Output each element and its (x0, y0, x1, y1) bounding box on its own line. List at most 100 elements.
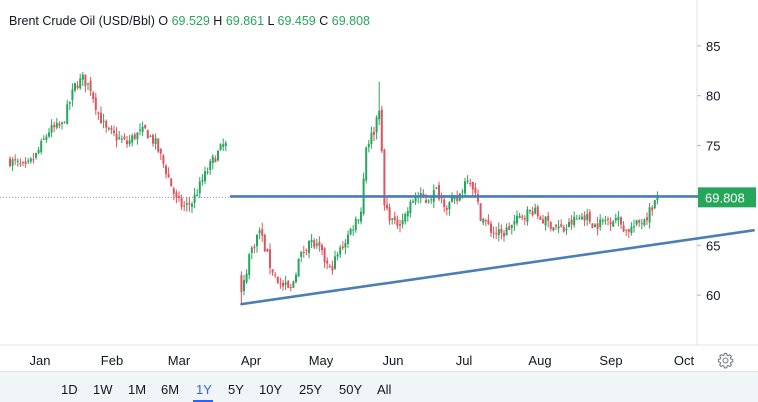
candle-body (175, 192, 178, 198)
candle-body (50, 125, 53, 133)
candle-body (490, 223, 492, 233)
candle-body (29, 158, 32, 162)
candle-body (305, 249, 308, 251)
candle-body (63, 122, 66, 124)
candle-body (89, 80, 92, 92)
candle-body (349, 228, 352, 235)
candle-body (201, 180, 204, 182)
candle-body (464, 181, 466, 194)
candle-body (477, 194, 479, 202)
candle-body (526, 209, 529, 222)
candle-body (414, 196, 417, 202)
candle-body (126, 140, 128, 145)
candle-body (588, 211, 591, 222)
range-25y[interactable]: 25Y (299, 382, 323, 397)
candle-body (622, 225, 625, 232)
range-all[interactable]: All (377, 382, 392, 397)
candle-body (651, 207, 654, 211)
x-tick-label: Mar (168, 353, 191, 368)
candle-body (339, 247, 342, 255)
candle-body (419, 193, 422, 197)
candle-body (152, 135, 154, 144)
candle-body (22, 162, 24, 164)
candle-body (555, 224, 557, 227)
candle-body (253, 246, 256, 248)
candle-body (183, 205, 186, 207)
candle-body (214, 158, 217, 163)
gear-icon[interactable] (717, 352, 734, 369)
candle-body (58, 123, 61, 126)
candle-body (388, 207, 391, 221)
candle-body (412, 201, 414, 203)
candle-body (435, 187, 438, 189)
candle-body (510, 224, 513, 228)
candle-body (157, 138, 160, 152)
range-1y[interactable]: 1Y (196, 382, 212, 397)
candle-body (334, 256, 336, 269)
candle-body (393, 216, 396, 221)
candle-body (209, 161, 212, 171)
range-1m[interactable]: 1M (128, 382, 147, 397)
x-tick-label: Apr (241, 353, 262, 368)
candle-body (81, 74, 84, 80)
candle-body (24, 161, 27, 164)
candle-body (367, 143, 370, 148)
candle-body (539, 216, 542, 220)
candle-body (204, 171, 206, 182)
last-price-tag (698, 187, 756, 208)
last-price-label: 69.808 (705, 190, 745, 205)
candle-body (87, 83, 89, 85)
candle-body (643, 219, 646, 226)
candle-body (102, 120, 105, 122)
price-chart[interactable]: 606570758085JanFebMarAprMayJunJulAugSepO… (0, 0, 758, 371)
candle-body (497, 229, 500, 236)
range-50y[interactable]: 50Y (339, 382, 363, 397)
range-1w[interactable]: 1W (93, 382, 113, 397)
candle-body (484, 220, 487, 222)
candle-body (544, 216, 547, 226)
candle-body (596, 223, 599, 230)
candle-body (321, 245, 323, 251)
candle-body (583, 215, 586, 221)
candle-body (646, 217, 648, 221)
range-10y[interactable]: 10Y (259, 382, 283, 397)
candle-body (638, 220, 641, 223)
candle-body (243, 280, 245, 292)
candle-body (76, 85, 79, 89)
candle-body (401, 219, 404, 225)
candle-body (53, 125, 56, 128)
candle-body (217, 150, 219, 161)
high-value: 69.861 (225, 14, 265, 28)
candle-body (479, 203, 482, 221)
candle-body (341, 246, 344, 249)
candle-body (269, 249, 271, 268)
candle-body (492, 232, 495, 234)
candle-body (534, 207, 537, 214)
range-5y[interactable]: 5Y (228, 382, 244, 397)
candle-body (144, 124, 147, 129)
candle-body (495, 233, 498, 235)
candle-body (347, 234, 349, 244)
candle-body (328, 265, 331, 267)
candle-body (263, 234, 266, 252)
candle-body (107, 128, 110, 130)
candle-body (308, 241, 310, 253)
candle-body (614, 217, 617, 221)
candle-body (162, 155, 165, 164)
candle-body (71, 89, 74, 101)
candle-body (549, 222, 552, 229)
range-6m[interactable]: 6M (161, 382, 180, 397)
candle-body (279, 283, 282, 285)
candle-body (375, 117, 378, 133)
candle-body (287, 281, 290, 288)
candle-body (630, 226, 633, 234)
candle-body (336, 254, 339, 257)
candle-body (196, 194, 199, 196)
candle-body (354, 218, 357, 231)
candle-body (37, 149, 40, 153)
candle-body (443, 199, 446, 208)
candle-body (404, 214, 407, 222)
candle-body (245, 273, 248, 283)
range-1d[interactable]: 1D (61, 382, 78, 397)
candle-body (365, 147, 368, 181)
